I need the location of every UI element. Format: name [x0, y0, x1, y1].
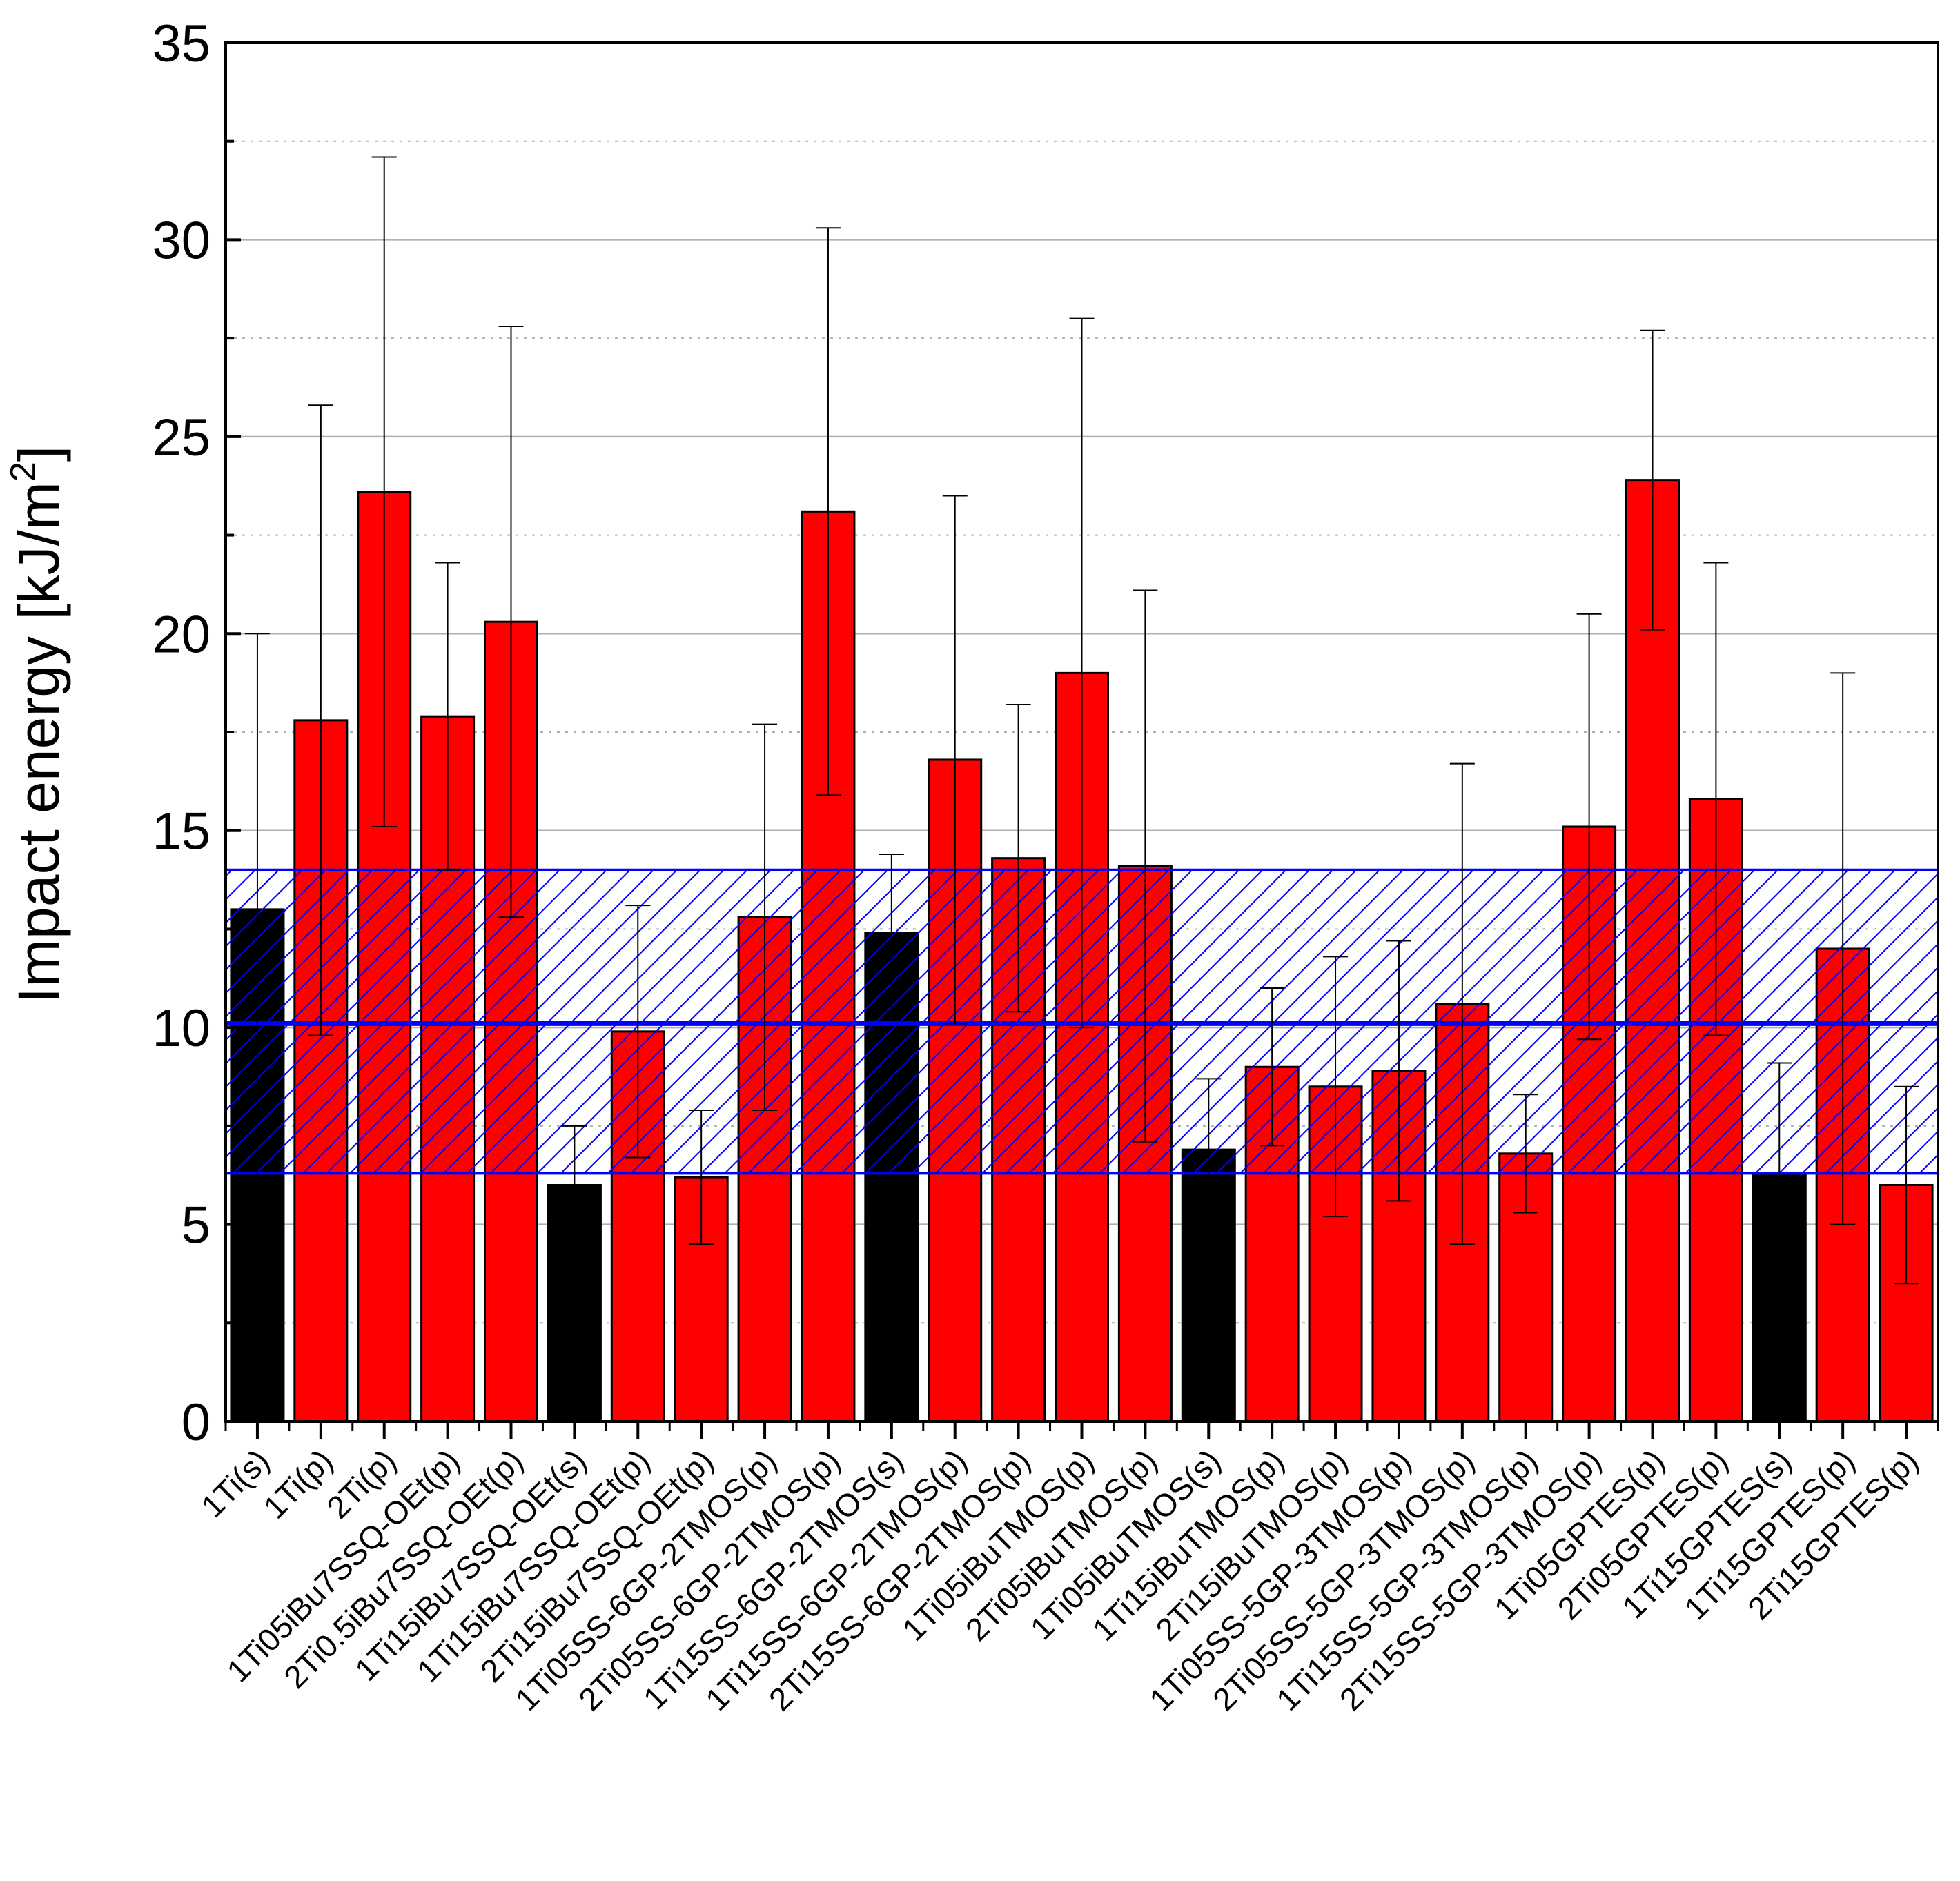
error-bar-14 [1133, 589, 1158, 1143]
y-tick-label: 25 [152, 408, 210, 467]
error-bar-5 [562, 1125, 587, 1245]
y-axis-title-main: Impact energy [kJ/m [6, 482, 71, 1003]
error-bar-26 [1894, 1085, 1919, 1285]
error-bar-25 [1830, 672, 1856, 1225]
error-bars [244, 156, 1919, 1285]
error-bar-12 [1006, 704, 1031, 1013]
error-bar-16 [1260, 987, 1285, 1147]
error-bar-21 [1576, 613, 1602, 1041]
error-bar-1 [308, 404, 333, 1036]
y-tick-label: 35 [152, 14, 210, 73]
error-bar-9 [815, 227, 841, 796]
error-bar-11 [942, 495, 968, 1025]
error-bar-17 [1323, 956, 1349, 1218]
y-axis-tick-labels: 0 5 10 15 20 25 30 35 [152, 14, 210, 1452]
y-axis-title-end: ] [6, 446, 71, 462]
error-bar-0 [244, 633, 270, 1186]
error-bar-4 [498, 326, 524, 918]
error-bar-6 [625, 905, 651, 1159]
axes [224, 41, 1939, 1439]
x-axis-category-labels: 1Ti(s)1Ti(p)2Ti(p)1Ti05iBu7SSQ-OEt(p)2Ti… [194, 1442, 1925, 1717]
error-bar-3 [435, 562, 460, 871]
error-bar-22 [1640, 329, 1665, 631]
error-bar-15 [1196, 1078, 1222, 1221]
error-bar-18 [1386, 940, 1411, 1202]
error-bar-7 [689, 1110, 714, 1245]
error-bar-24 [1767, 1062, 1792, 1285]
error-bar-23 [1703, 562, 1729, 1036]
y-tick-label: 30 [152, 211, 210, 270]
x-category-label: 1Ti(s) [194, 1442, 276, 1524]
y-axis-title-superscript: 2 [3, 462, 43, 482]
y-tick-label: 10 [152, 999, 210, 1058]
error-bar-2 [371, 156, 397, 828]
y-tick-label: 0 [182, 1393, 210, 1452]
y-axis-title: Impact energy [kJ/m2] [3, 446, 71, 1004]
error-bar-19 [1449, 762, 1475, 1245]
x-category-label: 1Ti(p) [256, 1442, 340, 1526]
error-bar-20 [1513, 1094, 1538, 1214]
error-bar-13 [1069, 317, 1095, 1029]
y-tick-label: 5 [182, 1196, 210, 1255]
error-bar-8 [752, 723, 778, 1112]
y-tick-label: 20 [152, 605, 210, 664]
y-tick-label: 15 [152, 802, 210, 861]
error-bar-10 [879, 853, 904, 1013]
